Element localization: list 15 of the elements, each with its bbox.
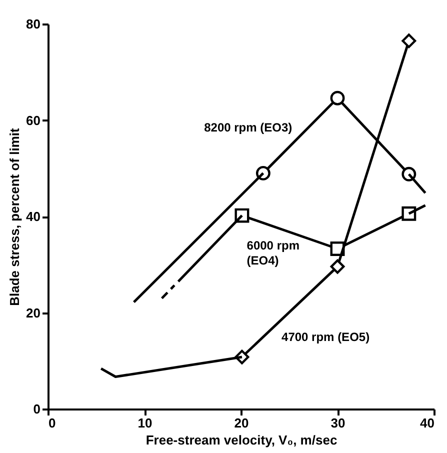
series-label: 8200 rpm (EO3): [204, 120, 292, 134]
x-tick-label: 10: [138, 416, 152, 430]
x-axis-title: Free-stream velocity, V₀, m/sec: [146, 432, 338, 448]
series-label: 6000 rpm (EO4): [246, 238, 300, 268]
y-tick-label: 20: [26, 305, 40, 320]
y-tick-label: 80: [26, 16, 40, 32]
x-tick-label: 30: [330, 416, 346, 430]
y-tick-label: 40: [26, 209, 40, 224]
x-tick-label: 0: [48, 416, 56, 430]
x-tick-label: 20: [234, 416, 249, 430]
y-axis-title: Blade stress, percent of limit: [7, 127, 22, 306]
y-tick-label: 60: [26, 112, 40, 128]
series-label: 4700 rpm (EO5): [282, 330, 370, 344]
x-tick-label: 40: [420, 416, 434, 430]
y-tick-label: 0: [33, 402, 40, 416]
